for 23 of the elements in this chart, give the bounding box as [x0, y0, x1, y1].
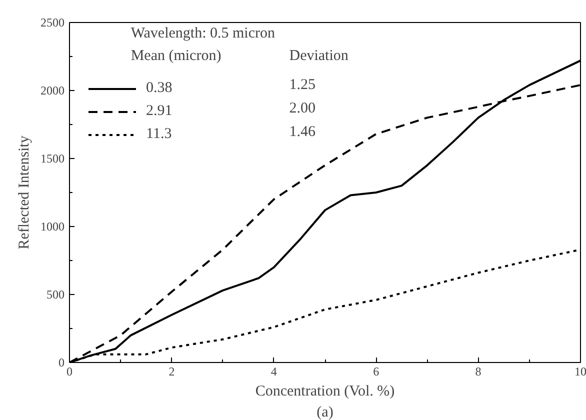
legend-label: 0.38 — [146, 79, 172, 98]
annotation: Mean (micron) — [130, 48, 222, 64]
legend-label: 11.3 — [146, 125, 172, 144]
annotation: 2.00 — [289, 100, 316, 116]
y-tick-label: 1000 — [40, 220, 64, 234]
x-tick-label: 4 — [270, 364, 277, 378]
text: (a) — [316, 404, 334, 420]
annotation: Deviation — [289, 48, 349, 64]
x-tick-label: 6 — [373, 364, 380, 378]
annotation: 1.25 — [289, 77, 316, 94]
x-tick-label: 10 — [574, 364, 586, 378]
x-tick-label: 8 — [475, 364, 482, 378]
legend-label: 2.91 — [146, 102, 172, 121]
y-tick-label: 1500 — [40, 152, 64, 166]
x-tick-label: 2 — [168, 364, 175, 378]
y-tick-label: 2000 — [40, 84, 64, 98]
y-tick-label: 2500 — [40, 16, 64, 30]
x-axis-title: Concentration (Vol. %) — [255, 384, 395, 400]
y-tick-label: 0 — [58, 356, 64, 370]
y-tick-label: 500 — [46, 288, 64, 302]
y-axis-title: Reflected Intensity — [16, 135, 32, 250]
annotation: 1.46 — [289, 124, 316, 140]
legend-title: Wavelength: 0.5 micron — [130, 26, 276, 42]
